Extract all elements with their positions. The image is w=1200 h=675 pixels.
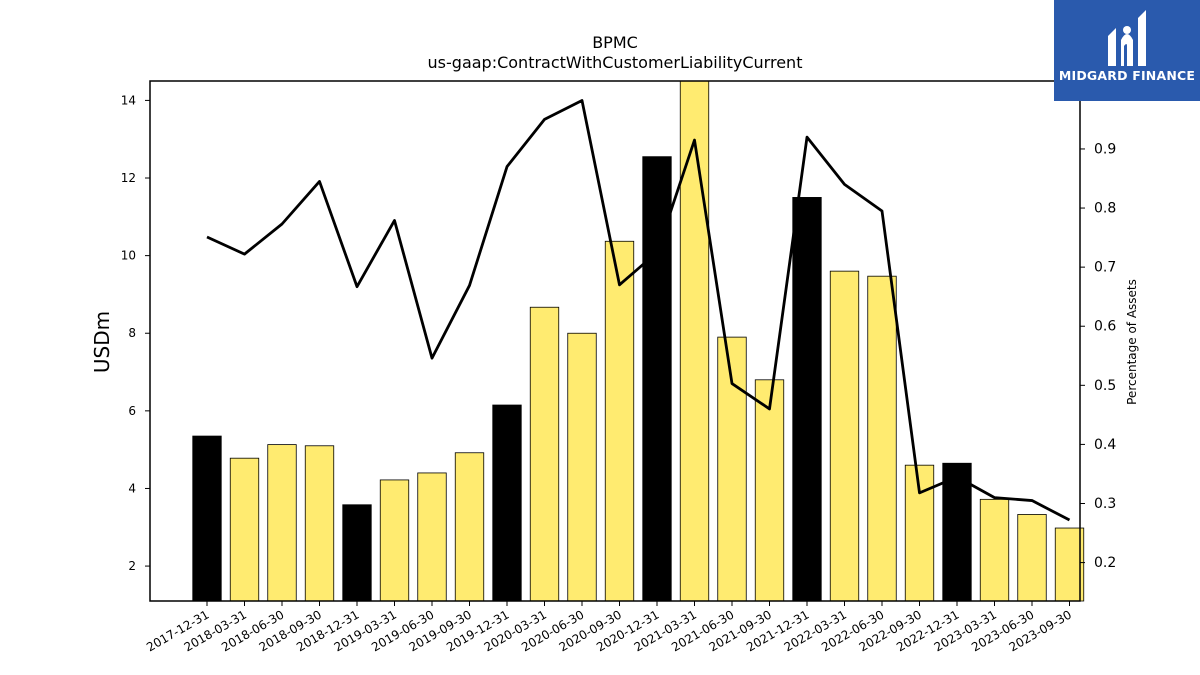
y-tick-label: 4 xyxy=(128,481,136,495)
logo-text: MIDGARD FINANCE xyxy=(1058,68,1196,83)
y2-tick-label: 0.9 xyxy=(1094,141,1116,157)
y-tick-label: 14 xyxy=(121,93,136,107)
y-axis-left: 2 4 6 8 10 12 14 xyxy=(121,93,150,573)
chart-title: BPMC xyxy=(592,33,638,52)
bar xyxy=(417,472,447,602)
logo-mark-icon xyxy=(1108,10,1146,66)
percentage-line xyxy=(206,99,1071,522)
y2-axis-label: Percentage of Assets xyxy=(1125,279,1139,405)
y-tick-label: 6 xyxy=(128,404,136,418)
bar xyxy=(679,80,710,602)
line-layer xyxy=(206,99,1071,522)
y-tick-label: 12 xyxy=(121,171,136,185)
chart-subtitle: us-gaap:ContractWithCustomerLiabilityCur… xyxy=(428,53,803,72)
bar xyxy=(642,156,672,602)
y2-tick-label: 0.8 xyxy=(1094,201,1116,217)
bar xyxy=(792,197,822,602)
y-tick-label: 10 xyxy=(121,249,136,263)
y-axis-label: USDm xyxy=(90,311,114,373)
y2-tick-label: 0.7 xyxy=(1094,260,1116,276)
bar xyxy=(604,240,635,602)
bar xyxy=(379,479,410,602)
y2-tick-label: 0.4 xyxy=(1094,437,1116,453)
y2-tick-label: 0.3 xyxy=(1094,496,1116,512)
bar xyxy=(567,332,597,602)
bar xyxy=(492,404,522,602)
bar xyxy=(1017,514,1047,602)
y2-tick-label: 0.2 xyxy=(1094,555,1116,571)
bar xyxy=(267,444,297,602)
y2-tick-label: 0.5 xyxy=(1094,378,1116,394)
bar xyxy=(454,452,485,602)
plot-frame xyxy=(149,80,1081,602)
bars-layer xyxy=(192,80,1085,602)
bar xyxy=(754,379,785,602)
bar xyxy=(304,445,335,602)
bar xyxy=(942,462,972,602)
y-axis-right: 0.2 0.3 0.4 0.5 0.6 0.7 0.8 0.9 xyxy=(1080,141,1116,571)
bar xyxy=(529,306,560,602)
bar xyxy=(342,504,372,602)
x-axis: 2017-12-312018-03-312018-06-302018-09-30… xyxy=(144,601,1074,654)
y-tick-label: 8 xyxy=(128,326,136,340)
bar xyxy=(229,457,260,602)
bar xyxy=(867,275,897,602)
bar xyxy=(192,435,222,602)
bar xyxy=(829,270,860,602)
brand-logo: MIDGARD FINANCE xyxy=(1054,0,1200,101)
y2-tick-label: 0.6 xyxy=(1094,319,1116,335)
y-tick-label: 2 xyxy=(128,559,136,573)
bar xyxy=(979,498,1010,602)
